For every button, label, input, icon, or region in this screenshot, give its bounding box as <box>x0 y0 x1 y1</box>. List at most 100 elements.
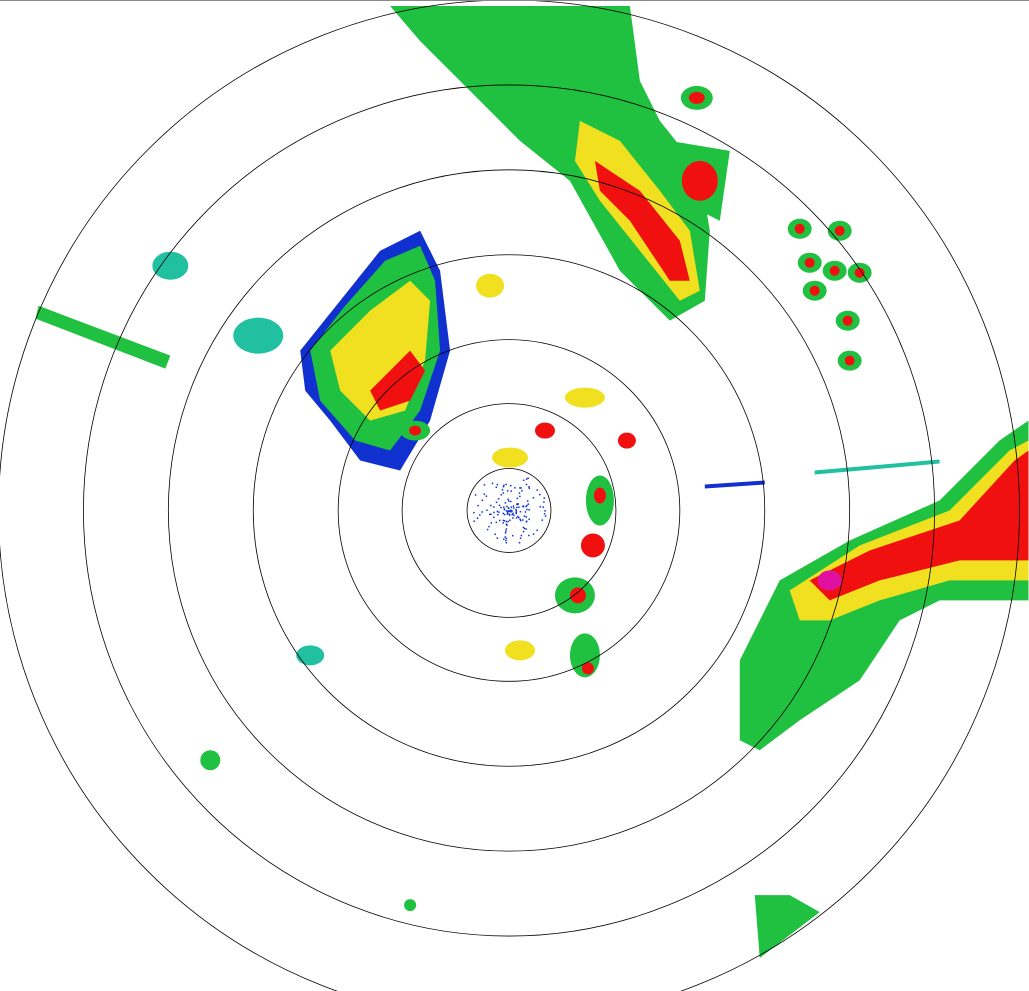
ground-clutter-dot <box>522 519 523 520</box>
echo-east-line-core <box>594 488 606 504</box>
ground-clutter-dot <box>520 487 521 488</box>
ground-clutter-dot <box>506 506 507 507</box>
ground-clutter-dot <box>506 521 507 522</box>
spoke-east-far <box>815 460 940 475</box>
ground-clutter-dot <box>508 508 509 509</box>
ground-clutter-dot <box>528 519 529 520</box>
ground-clutter-dot <box>516 498 517 499</box>
ground-clutter-dot <box>523 527 524 528</box>
ground-clutter-dot <box>526 516 527 517</box>
ground-clutter-dot <box>505 484 506 485</box>
ground-clutter-dot <box>508 510 509 511</box>
ground-clutter-dot <box>494 534 495 535</box>
ground-clutter-dot <box>490 505 491 506</box>
ground-clutter-dot <box>511 510 512 511</box>
ground-clutter-dot <box>477 518 478 519</box>
ground-clutter-dot <box>503 506 504 507</box>
echo-nw-small-core <box>409 426 421 436</box>
ground-clutter-dot <box>506 528 507 529</box>
ground-clutter-dot <box>519 492 520 493</box>
ground-clutter-dot <box>487 529 488 530</box>
ground-clutter-dot <box>516 510 517 511</box>
ground-clutter-dot <box>524 515 525 516</box>
ground-clutter-dot <box>498 511 499 512</box>
echo-center-north-cell <box>565 388 605 408</box>
ground-clutter-dot <box>500 507 501 508</box>
spoke-west <box>35 306 170 369</box>
ground-clutter-dot <box>514 487 515 488</box>
ground-clutter-dot <box>543 497 544 498</box>
ground-clutter-dot <box>499 505 500 506</box>
ground-clutter-dot <box>544 510 545 511</box>
ground-clutter-dot <box>521 535 522 536</box>
ground-clutter-dot <box>528 535 529 536</box>
ground-clutter-dot <box>503 522 504 523</box>
echo-west-small <box>152 252 188 280</box>
ground-clutter-dot <box>496 522 497 523</box>
ground-clutter-dot <box>515 509 516 510</box>
ground-clutter-dot <box>504 514 505 515</box>
ground-clutter-dot <box>488 526 489 527</box>
ground-clutter-dot <box>516 512 517 513</box>
ground-clutter-dot <box>517 504 518 505</box>
ground-clutter-dot <box>507 521 508 522</box>
ground-clutter-dot <box>512 513 513 514</box>
ground-clutter-dot <box>510 501 511 502</box>
ground-clutter-dot <box>505 530 506 531</box>
ground-clutter-dot <box>516 517 517 518</box>
ground-clutter-dot <box>493 517 494 518</box>
echo-east-cell-core <box>810 286 820 296</box>
ground-clutter-dot <box>541 519 542 520</box>
ground-clutter-dot <box>503 486 504 487</box>
ground-clutter-dot <box>510 510 511 511</box>
ground-clutter-dot <box>504 536 505 537</box>
ground-clutter-dot <box>486 510 487 511</box>
echo-ne-cell-core <box>682 161 718 201</box>
ground-clutter-dot <box>497 537 498 538</box>
ground-clutter-dot <box>536 489 537 490</box>
ground-clutter-dot <box>526 509 527 510</box>
echo-sw-small <box>200 750 220 770</box>
ground-clutter-dot <box>506 538 507 539</box>
ground-clutter-dot <box>527 500 528 501</box>
ground-clutter-dot <box>503 538 504 539</box>
spoke-east <box>705 481 765 489</box>
ground-clutter-dot <box>540 506 541 507</box>
ground-clutter-dot <box>496 502 497 503</box>
ground-clutter-dot <box>484 494 485 495</box>
ground-clutter-dot <box>510 485 511 486</box>
ground-clutter-dot <box>482 500 483 501</box>
ground-clutter-dot <box>539 494 540 495</box>
ground-clutter-dot <box>545 515 546 516</box>
echo-east-cell-core <box>795 224 805 234</box>
ground-clutter-dot <box>491 522 492 523</box>
ground-clutter-dot <box>528 503 529 504</box>
ground-clutter-dot <box>512 517 513 518</box>
ground-clutter-dot <box>525 511 526 512</box>
ground-clutter-dot <box>503 513 504 514</box>
ground-clutter-dot <box>496 487 497 488</box>
echo-center-cell <box>492 448 528 468</box>
ground-clutter-dot <box>497 514 498 515</box>
ground-clutter-dot <box>520 538 521 539</box>
ground-clutter-dot <box>509 520 510 521</box>
ground-clutter-dot <box>506 542 507 543</box>
ground-clutter-dot <box>497 511 498 512</box>
ground-clutter-dot <box>513 507 514 508</box>
ground-clutter-dot <box>518 506 519 507</box>
ground-clutter-dot <box>481 511 482 512</box>
echo-east-cell-core <box>830 266 840 276</box>
ground-clutter-dot <box>513 505 514 506</box>
ground-clutter-dot <box>473 520 474 521</box>
ground-clutter-dot <box>477 505 478 506</box>
ground-clutter-dot <box>533 533 534 534</box>
ground-clutter-dot <box>544 513 545 514</box>
echo-east-cell-core <box>805 258 815 268</box>
ground-clutter-dot <box>512 535 513 536</box>
echo-south-line-core <box>570 587 586 603</box>
ground-clutter-dot <box>516 507 517 508</box>
ground-clutter-dot <box>510 490 511 491</box>
ground-clutter-dot <box>504 520 505 521</box>
